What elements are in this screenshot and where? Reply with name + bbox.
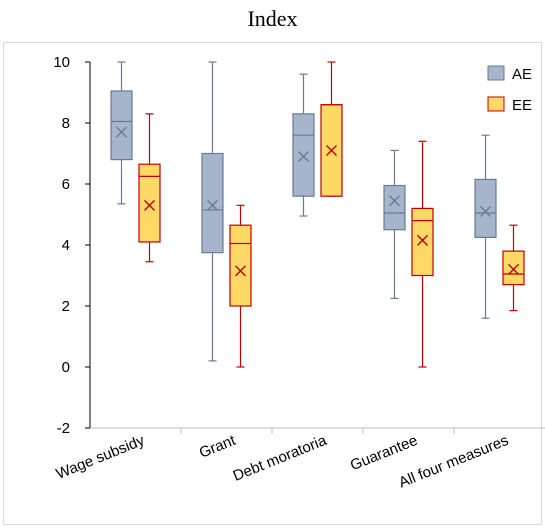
legend-item-ee: EE [487,96,532,114]
x-category-label: Debt moratoria [231,432,330,485]
legend-swatch [487,65,505,81]
mean-marker [389,195,400,207]
box-body [229,224,252,307]
y-tick-label: 4 [62,237,70,254]
mean-marker [417,234,428,246]
box-body [411,207,434,277]
mean-marker [326,144,337,156]
mean-marker [508,263,519,275]
box-body [474,178,497,238]
box-body [502,250,525,286]
legend-group: AE EE [487,65,532,114]
mean-marker [116,126,127,138]
mean-marker [298,151,309,163]
x-category-label: Wage subsidy [54,432,148,483]
box-ee-1 [229,204,252,368]
box-ee-4 [502,224,525,312]
mean-marker [235,265,246,277]
x-category-label: Guarantee [348,432,420,474]
box-ae-3 [383,149,406,299]
box-body [110,90,133,161]
box-ee-3 [411,140,434,368]
box-ee-0 [138,113,161,263]
box-ae-1 [201,61,224,362]
mean-marker [480,205,491,217]
box-body [138,163,161,243]
mean-marker [207,199,218,211]
box-ee-2 [320,61,343,197]
y-tick-label: 10 [53,54,70,71]
y-tick-label: 6 [62,176,70,193]
box-body [201,152,224,254]
legend-label: EE [512,97,532,114]
mean-marker [144,199,155,211]
legend-item-ae: AE [487,65,532,83]
y-tick-label: 2 [62,298,70,315]
y-tick-label: 0 [62,359,70,376]
box-ae-4 [474,134,497,319]
box-ae-0 [110,61,133,205]
chart-title: Index [247,6,298,31]
y-tick-label: 8 [62,115,70,132]
chart-frame [3,42,542,525]
boxes-group [110,61,525,368]
legend-swatch [487,96,505,112]
box-body [292,113,315,197]
y-tick-label: -2 [57,420,70,437]
x-category-label: Grant [197,432,239,462]
legend-label: AE [512,66,532,83]
box-body [383,184,406,231]
box-ae-2 [292,73,315,217]
